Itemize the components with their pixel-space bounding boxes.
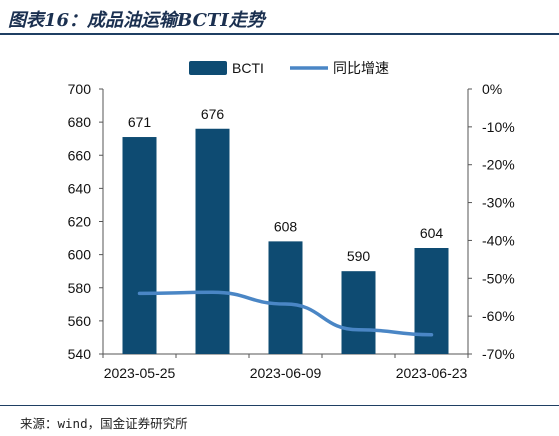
y-left-tick-label: 600 [68,247,92,263]
y-right-tick-label: -70% [482,346,515,362]
bcti-chart: 540 560 580 600 620 640 660 680 700 0% -10% -20% -30… [68,60,515,381]
y-left-tick-label: 580 [68,280,92,296]
y-right-tick-label: -10% [482,119,515,135]
legend-line-label: 同比增速 [333,60,389,76]
bar-data-label: 608 [274,218,298,234]
y-right-tick-label: -20% [482,157,515,173]
y-left-tick-label: 680 [68,114,92,130]
bar-data-label: 590 [347,248,371,264]
footer-divider [0,405,559,406]
legend-bar-swatch [189,61,227,75]
y-left-tick-label: 640 [68,180,92,196]
y-right-tick-label: 0% [482,81,502,97]
y-right-tick-label: -40% [482,232,515,248]
bar [268,241,303,354]
y-right-tick-label: -60% [482,308,515,324]
bar [341,271,376,354]
x-tick-label: 2023-06-23 [396,365,468,381]
growth-line [137,290,434,337]
bar [195,128,230,354]
x-tick-label: 2023-06-09 [250,365,322,381]
bar-data-label: 604 [420,225,444,241]
y-left-tick-label: 540 [68,346,92,362]
title-divider [0,33,559,35]
y-left-tick-label: 660 [68,147,92,163]
figure-title: 图表16：成品油运输BCTI走势 [8,10,265,31]
y-right-tick-label: -30% [482,195,515,211]
y-left-tick-label: 560 [68,313,92,329]
y-left-tick-label: 620 [68,214,92,230]
bar [414,248,449,354]
y-right-tick-label: -50% [482,270,515,286]
bar-data-label: 676 [201,106,225,122]
source-note: 来源：wind，国金证券研究所 [20,416,188,431]
bar [122,137,157,354]
legend-bar-label: BCTI [232,60,264,76]
bar-data-label: 671 [128,114,152,130]
x-tick-label: 2023-05-25 [104,365,176,381]
y-left-tick-label: 700 [68,81,92,97]
